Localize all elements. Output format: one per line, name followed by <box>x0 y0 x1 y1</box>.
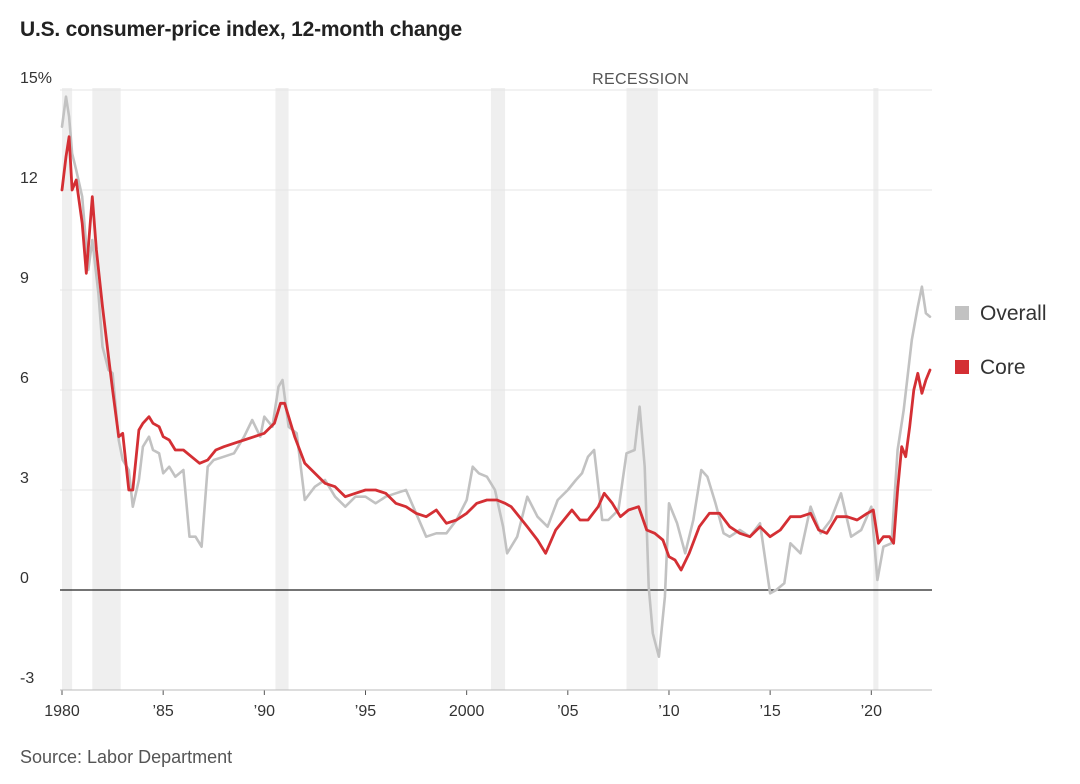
x-tick-labels: 1980 ’85 ’90 ’95 2000 ’05 ’10 ’15 ’20 <box>44 689 932 720</box>
x-tick-label: 2000 <box>449 703 485 720</box>
y-tick-labels: 15% 12 9 6 3 0 -3 <box>20 70 52 687</box>
x-tick-label: ’90 <box>254 703 275 720</box>
recession-band-5 <box>873 88 879 690</box>
legend-swatch-overall <box>955 306 969 320</box>
x-tick-label: 1980 <box>44 703 80 720</box>
recession-bands <box>62 88 879 690</box>
recession-band-2 <box>275 88 289 690</box>
x-tick-label: ’85 <box>152 703 173 720</box>
recession-band-4 <box>626 88 658 690</box>
x-tick-label: ’95 <box>355 703 376 720</box>
y-tick-label: 3 <box>20 470 29 487</box>
recession-band-1 <box>92 88 121 690</box>
y-tick-label: 12 <box>20 170 38 187</box>
y-tick-label: -3 <box>20 670 34 687</box>
legend: Overall Core <box>955 302 1047 379</box>
legend-label-core: Core <box>980 356 1026 379</box>
recession-label: RECESSION <box>592 71 689 88</box>
x-tick-label: ’20 <box>861 703 882 720</box>
recession-band-3 <box>490 88 506 690</box>
recession-band-0 <box>62 88 73 690</box>
y-tick-label: 15% <box>20 70 52 87</box>
y-tick-label: 9 <box>20 270 29 287</box>
legend-swatch-core <box>955 360 969 374</box>
x-tick-label: ’05 <box>557 703 578 720</box>
legend-label-overall: Overall <box>980 302 1047 325</box>
series-lines <box>60 95 932 659</box>
series-line-overall <box>60 95 932 659</box>
x-tick-label: ’10 <box>658 703 679 720</box>
chart-title: U.S. consumer-price index, 12-month chan… <box>20 18 463 41</box>
y-tick-label: 6 <box>20 370 29 387</box>
series-line-core <box>60 135 932 572</box>
source-note: Source: Labor Department <box>20 747 233 767</box>
x-tick-label: ’15 <box>759 703 780 720</box>
y-tick-label: 0 <box>20 570 29 587</box>
